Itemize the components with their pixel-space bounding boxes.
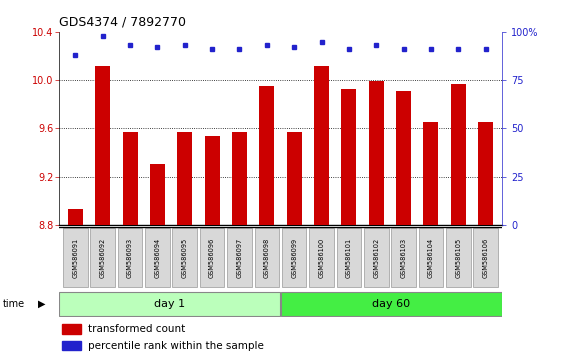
Text: GSM586097: GSM586097 <box>237 238 242 278</box>
Text: GDS4374 / 7892770: GDS4374 / 7892770 <box>59 16 186 29</box>
FancyBboxPatch shape <box>419 228 443 287</box>
Bar <box>68 209 83 225</box>
FancyBboxPatch shape <box>473 228 498 287</box>
FancyBboxPatch shape <box>63 228 88 287</box>
Text: ▶: ▶ <box>38 299 45 309</box>
Bar <box>424 122 439 225</box>
FancyBboxPatch shape <box>392 228 416 287</box>
Bar <box>287 132 302 225</box>
Bar <box>62 341 81 350</box>
Text: transformed count: transformed count <box>89 324 186 334</box>
FancyBboxPatch shape <box>172 228 197 287</box>
Text: day 60: day 60 <box>373 298 410 309</box>
Bar <box>342 88 356 225</box>
FancyBboxPatch shape <box>255 228 279 287</box>
FancyBboxPatch shape <box>59 292 280 315</box>
Text: day 1: day 1 <box>154 298 185 309</box>
Bar <box>259 86 274 225</box>
Text: GSM586100: GSM586100 <box>319 238 324 278</box>
FancyBboxPatch shape <box>118 228 142 287</box>
Text: GSM586095: GSM586095 <box>182 238 188 278</box>
Bar <box>205 136 219 225</box>
Text: GSM586091: GSM586091 <box>72 238 79 278</box>
Text: GSM586098: GSM586098 <box>264 238 270 278</box>
Bar <box>314 65 329 225</box>
Bar <box>451 84 466 225</box>
FancyBboxPatch shape <box>364 228 389 287</box>
Text: GSM586106: GSM586106 <box>482 238 489 278</box>
FancyBboxPatch shape <box>337 228 361 287</box>
FancyBboxPatch shape <box>280 292 502 315</box>
Text: time: time <box>3 299 25 309</box>
Text: GSM586099: GSM586099 <box>291 238 297 278</box>
FancyBboxPatch shape <box>282 228 306 287</box>
Bar <box>232 132 247 225</box>
Bar <box>396 91 411 225</box>
Bar <box>62 324 81 334</box>
Text: GSM586092: GSM586092 <box>100 238 105 278</box>
Text: GSM586103: GSM586103 <box>401 238 407 278</box>
Text: GSM586104: GSM586104 <box>428 238 434 278</box>
FancyBboxPatch shape <box>90 228 115 287</box>
Bar <box>95 65 110 225</box>
FancyBboxPatch shape <box>309 228 334 287</box>
Text: GSM586101: GSM586101 <box>346 238 352 278</box>
Text: GSM586105: GSM586105 <box>456 238 461 278</box>
Bar <box>122 132 137 225</box>
Bar <box>369 81 384 225</box>
Bar <box>150 165 165 225</box>
Text: percentile rank within the sample: percentile rank within the sample <box>89 341 264 350</box>
FancyBboxPatch shape <box>446 228 471 287</box>
Text: GSM586093: GSM586093 <box>127 238 133 278</box>
Text: GSM586094: GSM586094 <box>154 238 160 278</box>
Bar <box>478 122 493 225</box>
Text: GSM586096: GSM586096 <box>209 238 215 278</box>
FancyBboxPatch shape <box>227 228 252 287</box>
Bar <box>177 132 192 225</box>
Text: GSM586102: GSM586102 <box>373 238 379 278</box>
FancyBboxPatch shape <box>145 228 169 287</box>
FancyBboxPatch shape <box>200 228 224 287</box>
